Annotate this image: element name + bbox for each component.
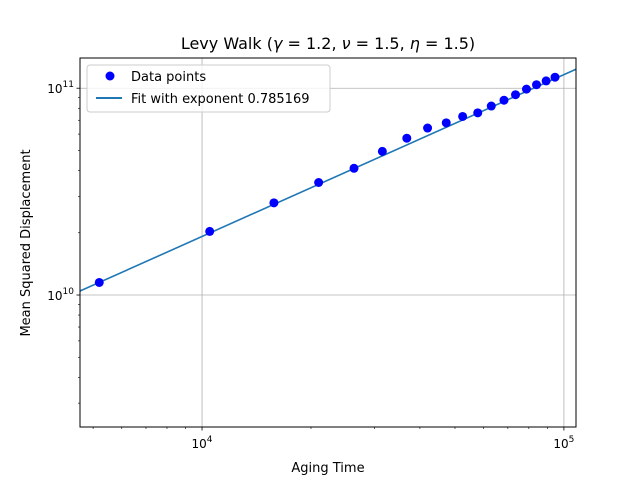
- x-tick-label: 105: [553, 435, 574, 451]
- plot-layer: [80, 68, 576, 292]
- ticks-layer: 104 105 1010 1011: [47, 80, 574, 451]
- legend-label-data-points: Data points: [131, 70, 206, 85]
- data-point: [499, 95, 509, 105]
- data-point: [94, 277, 104, 287]
- data-point: [402, 133, 412, 143]
- y-tick-label: 1011: [47, 80, 74, 96]
- data-point: [550, 72, 560, 82]
- x-tick-label: 104: [192, 435, 213, 451]
- data-point: [314, 178, 324, 188]
- data-point: [486, 101, 496, 111]
- data-point: [423, 123, 433, 133]
- data-point: [458, 111, 468, 121]
- data-point: [532, 80, 542, 90]
- data-point: [349, 163, 359, 173]
- data-point: [377, 146, 387, 156]
- data-point: [269, 198, 279, 208]
- axes-frame: [79, 57, 577, 428]
- legend-label-fit-line: Fit with exponent 0.785169: [131, 92, 310, 107]
- x-axis-label: Aging Time: [291, 461, 364, 476]
- y-axis-label: Mean Squared Displacement: [19, 149, 34, 336]
- legend-box: [86, 64, 331, 113]
- chart-title: Levy Walk (γ = 1.2, ν = 1.5, η = 1.5): [181, 34, 475, 53]
- data-point: [521, 84, 531, 94]
- data-point: [205, 226, 215, 236]
- data-point: [473, 108, 483, 118]
- data-point: [511, 90, 521, 100]
- legend: Data points Fit with exponent 0.785169: [86, 64, 331, 113]
- data-point: [541, 76, 551, 86]
- y-tick-label: 1010: [47, 287, 74, 303]
- data-point: [441, 118, 451, 128]
- legend-marker-data-points: [105, 71, 115, 81]
